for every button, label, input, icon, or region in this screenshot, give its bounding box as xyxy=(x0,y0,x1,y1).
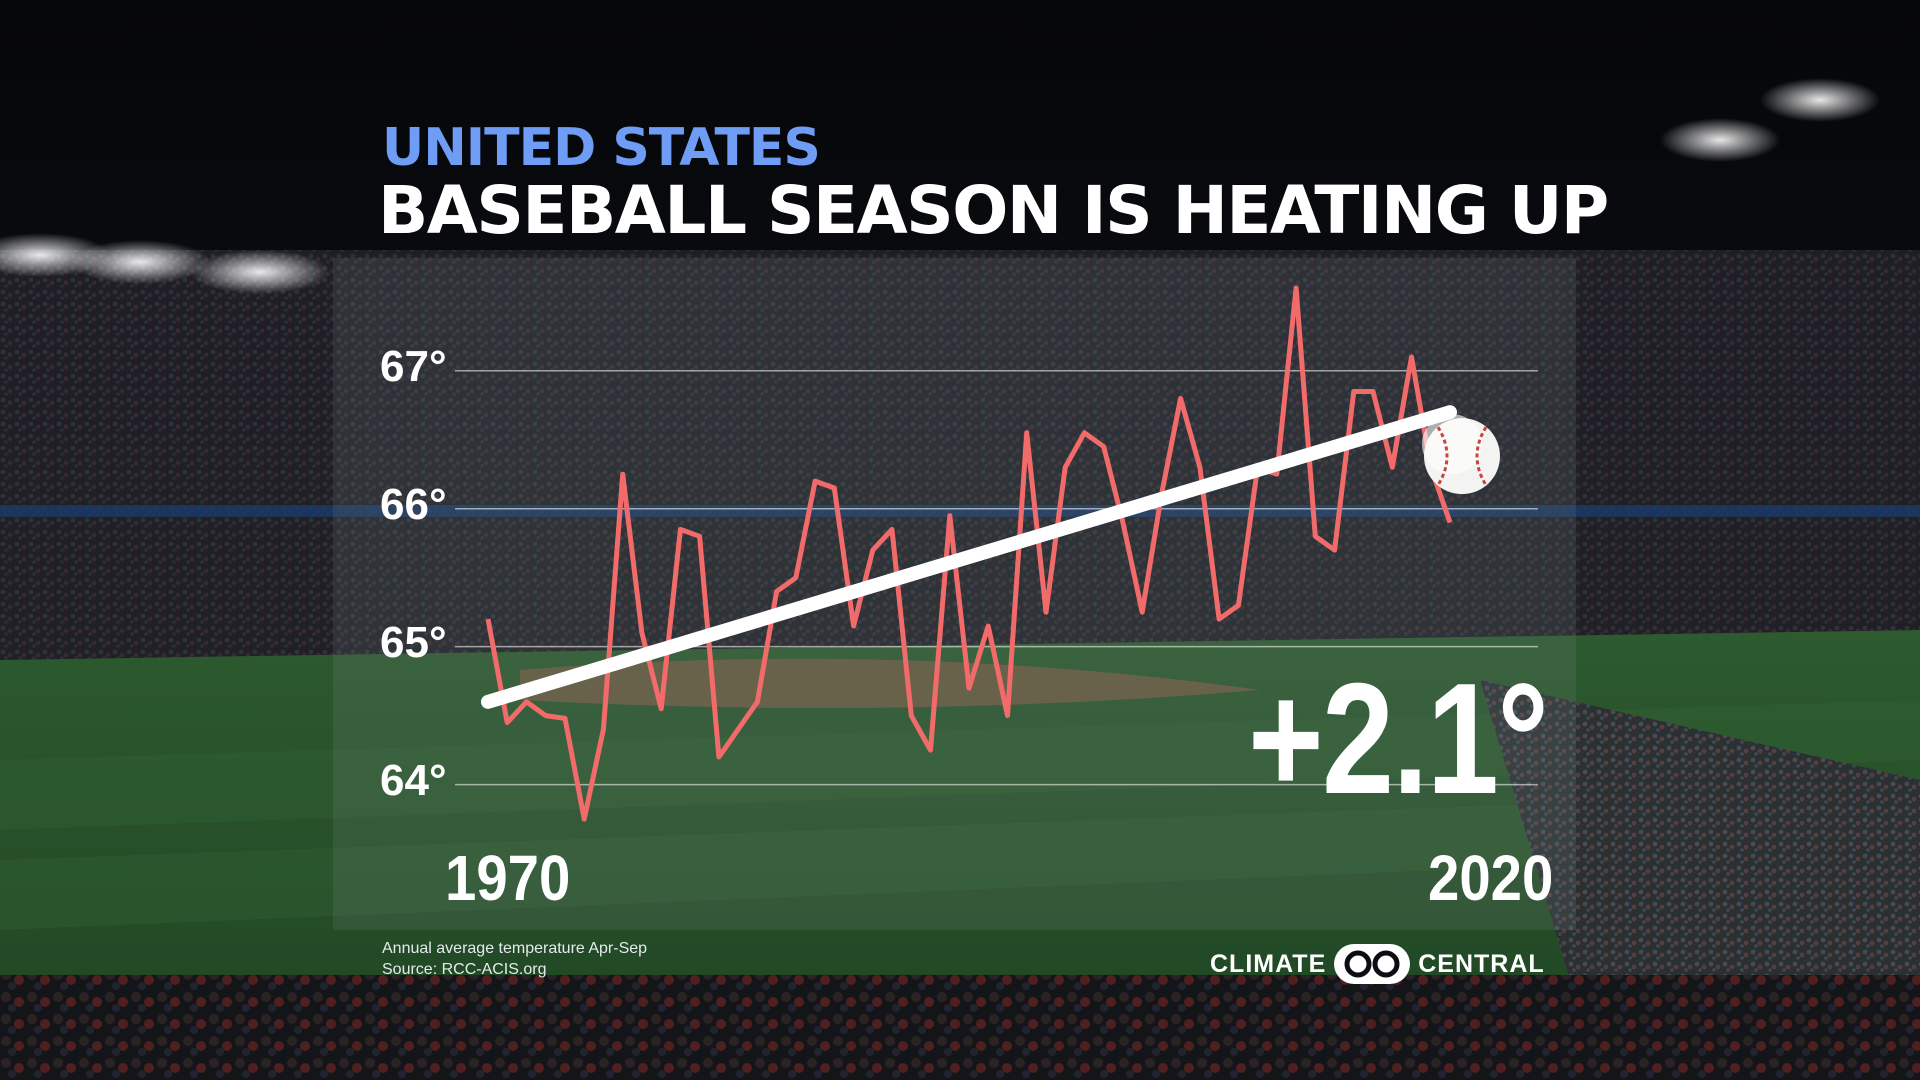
x-tick-label-end: 2020 xyxy=(1428,842,1554,914)
logo-text-central: CENTRAL xyxy=(1418,949,1545,978)
baseball-icon xyxy=(1422,414,1500,495)
chart-source: Source: RCC-ACIS.org xyxy=(382,961,547,978)
y-tick-label: 67° xyxy=(380,341,447,391)
trend-line xyxy=(481,405,1457,709)
temperature-change-label: +2.1° xyxy=(1248,651,1549,827)
climate-central-logo: CLIMATE CENTRAL xyxy=(1210,944,1545,984)
y-tick-label: 64° xyxy=(380,755,447,805)
chart-subtitle: UNITED STATES xyxy=(382,118,821,178)
logo-text-climate: CLIMATE xyxy=(1210,949,1327,978)
y-tick-label: 66° xyxy=(380,479,447,529)
chart-title: BASEBALL SEASON IS HEATING UP xyxy=(378,172,1609,249)
chart-notes: Annual average temperature Apr-Sep Sourc… xyxy=(382,938,647,980)
logo-infinity-icon xyxy=(1334,944,1411,984)
chart-note: Annual average temperature Apr-Sep xyxy=(382,940,648,957)
y-tick-label: 65° xyxy=(380,617,447,667)
x-tick-label-start: 1970 xyxy=(445,842,571,914)
